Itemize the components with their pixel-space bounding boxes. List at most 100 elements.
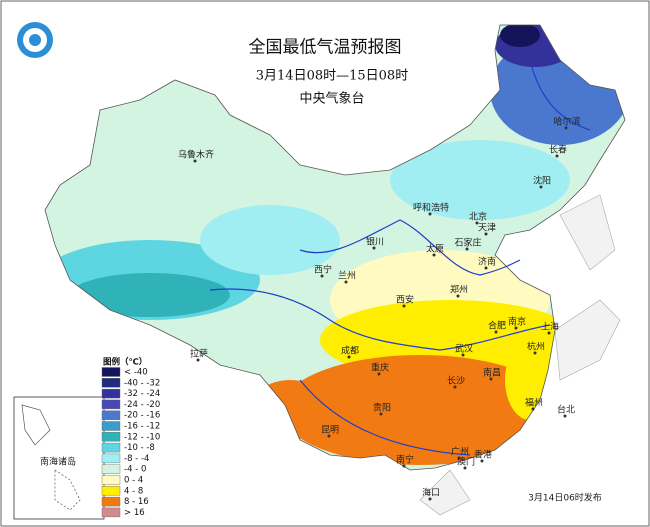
city-dot: [327, 434, 331, 438]
city-dot: [564, 126, 568, 130]
city-dot: [539, 185, 543, 189]
land-outside: [419, 194, 621, 516]
city-dot: [372, 246, 376, 250]
city-dot: [475, 221, 479, 225]
map-title: 全国最低气温预报图: [249, 38, 402, 58]
city-label: 贵阳: [373, 402, 391, 414]
city-dot: [514, 326, 518, 330]
city-dot: [457, 456, 461, 460]
city-label: 太原: [426, 243, 444, 255]
city-dot: [347, 355, 351, 359]
legend-label: > 16: [124, 508, 145, 518]
city-label: 沈阳: [533, 175, 551, 187]
city-dot: [428, 212, 432, 216]
city-label: 澳门: [457, 456, 475, 468]
city-dot: [463, 466, 467, 470]
city-label: 南昌: [483, 367, 501, 379]
city-label: 上海: [541, 321, 559, 333]
city-dot: [555, 154, 559, 158]
city-label: 海口: [422, 487, 440, 499]
legend-swatch: [101, 453, 121, 464]
city-label: 西安: [396, 294, 414, 306]
city-label: 乌鲁木齐: [178, 149, 214, 161]
map-subtitle: 3月14日08时—15日08时: [256, 69, 408, 84]
city-dot: [465, 247, 469, 251]
legend-swatch: [101, 378, 121, 388]
legend-label: -10 - -8: [124, 443, 155, 453]
legend-label: 4 - 8: [124, 486, 143, 496]
city-label: 福州: [525, 397, 543, 409]
city-dot: [547, 331, 551, 335]
city-label: 南宁: [396, 454, 414, 466]
city-dot: [484, 232, 488, 236]
city-dot: [456, 294, 460, 298]
city-dot: [480, 459, 484, 463]
city-label: 呼和浩特: [413, 202, 449, 214]
city-label: 济南: [478, 256, 496, 268]
legend-label: -4 - 0: [124, 465, 146, 475]
release-note: 3月14日06时发布: [528, 492, 602, 504]
legend-swatch: [101, 410, 121, 420]
city-dot: [533, 351, 537, 355]
city-label: 哈尔滨: [553, 116, 580, 128]
legend-swatch: [101, 442, 121, 453]
legend-label: -40 - -32: [124, 378, 160, 388]
legend-swatch: [101, 399, 121, 410]
city-dot: [344, 280, 348, 284]
city-dot: [402, 464, 406, 468]
city-label: 拉萨: [190, 348, 208, 360]
legend-swatch: [101, 388, 121, 399]
city-dot: [563, 414, 567, 418]
legend-swatch: [101, 464, 121, 474]
legend-swatch: [101, 507, 121, 518]
city-label: 银川: [366, 236, 384, 248]
city-dot: [461, 353, 465, 357]
city-label: 广州: [451, 446, 469, 458]
legend-label: -16 - -12: [124, 422, 160, 432]
city-label: 长春: [549, 144, 567, 156]
legend-label: -8 - -4: [124, 454, 149, 464]
legend-swatch: [101, 496, 121, 507]
city-dot: [453, 385, 457, 389]
city-label: 长沙: [447, 375, 465, 387]
legend-label: 8 - 16: [124, 497, 149, 507]
city-dot: [428, 497, 432, 501]
city-label: 西宁: [314, 264, 332, 276]
city-label: 天津: [478, 223, 496, 234]
legend-label: -12 - -10: [124, 432, 160, 442]
city-dot: [489, 377, 493, 381]
city-dot: [196, 358, 200, 362]
logo: [17, 22, 53, 58]
legend-swatch: [101, 486, 121, 496]
city-label: 兰州: [338, 270, 356, 282]
legend-label: -20 - -16: [124, 411, 160, 421]
inset-label: 南海诸岛: [40, 456, 76, 468]
city-label: 合肥: [488, 320, 506, 332]
legend-swatch: [101, 421, 121, 431]
city-dot: [193, 159, 197, 163]
legend-title: 图例（℃）: [103, 357, 147, 368]
city-label: 成都: [341, 345, 359, 357]
city-label: 武汉: [455, 343, 473, 355]
city-label: 杭州: [527, 341, 545, 353]
city-dot: [377, 372, 381, 376]
city-label: 郑州: [450, 284, 468, 296]
city-dot: [379, 412, 383, 416]
city-label: 南京: [508, 316, 526, 328]
legend-label: < -40: [124, 368, 148, 378]
issuer: 中央气象台: [299, 91, 364, 107]
legend-label: 0 - 4: [124, 476, 143, 486]
city-label: 北京: [469, 211, 487, 223]
legend-swatch: [101, 475, 121, 485]
city-dot: [484, 266, 488, 270]
city-dot: [531, 407, 535, 411]
legend-label: -24 - -20: [124, 400, 160, 410]
legend-swatch: [101, 432, 121, 442]
legend-label: -32 - -24: [124, 389, 160, 399]
inset-map: [21, 404, 81, 511]
city-label: 台北: [557, 404, 575, 416]
city-label: 重庆: [371, 362, 389, 374]
city-dot: [494, 330, 498, 334]
rivers: [209, 59, 591, 456]
